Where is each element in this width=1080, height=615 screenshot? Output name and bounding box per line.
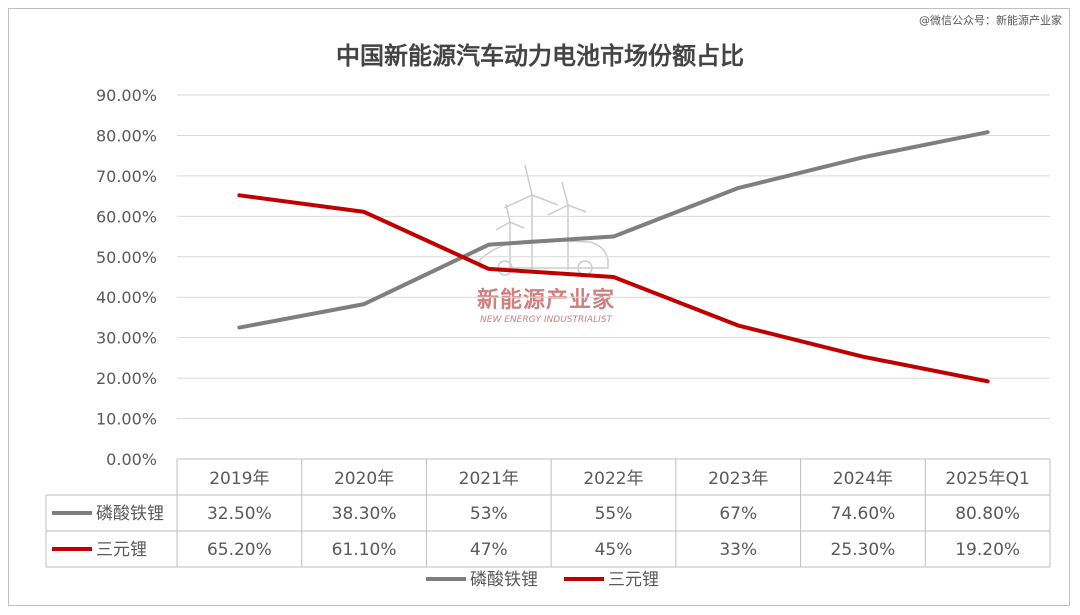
y-tick-label: 60.00% xyxy=(96,207,157,226)
y-tick-label: 90.00% xyxy=(96,86,157,105)
x-category-label: 2019年 xyxy=(209,469,269,489)
chart-title: 中国新能源汽车动力电池市场份额占比 xyxy=(336,42,744,70)
y-tick-label: 80.00% xyxy=(96,126,157,145)
legend-label: 三元锂 xyxy=(608,570,659,590)
data-label: 65.20% xyxy=(207,540,272,560)
x-category-label: 2021年 xyxy=(459,469,519,489)
series-line xyxy=(237,130,990,330)
data-label: 55% xyxy=(595,504,633,524)
data-label: 47% xyxy=(470,540,508,560)
x-category-label: 2020年 xyxy=(334,469,394,489)
y-tick-label: 70.00% xyxy=(96,167,157,186)
data-label: 45% xyxy=(595,540,633,560)
gridlines xyxy=(177,94,1050,420)
y-tick-label: 10.00% xyxy=(96,410,157,429)
series-lines xyxy=(237,130,990,384)
x-category-label: 2025年Q1 xyxy=(945,469,1029,489)
data-label: 25.30% xyxy=(831,540,896,560)
y-tick-label: 20.00% xyxy=(96,369,157,388)
x-category-label: 2024年 xyxy=(833,469,893,489)
legend: 磷酸铁锂 三元锂 xyxy=(426,570,659,590)
credit-text: @微信公众号：新能源产业家 xyxy=(919,14,1062,27)
data-label: 61.10% xyxy=(332,540,397,560)
table-series-name: 三元锂 xyxy=(96,540,147,560)
data-label: 67% xyxy=(719,504,757,524)
legend-label: 磷酸铁锂 xyxy=(470,570,538,590)
data-label: 33% xyxy=(719,540,757,560)
y-tick-label: 50.00% xyxy=(96,248,157,267)
data-table: 2019年 2020年 2021年 2022年 2023年 2024年 2025年Q1 磷酸铁… xyxy=(45,458,1051,568)
x-category-label: 2023年 xyxy=(708,469,768,489)
y-tick-label: 40.00% xyxy=(96,288,157,307)
table-series-name: 磷酸铁锂 xyxy=(96,504,164,524)
x-category-label: 2022年 xyxy=(583,469,643,489)
data-label: 74.60% xyxy=(831,504,896,524)
y-axis-ticks: 0.00% 10.00% 20.00% 30.00% 40.00% 50.00% 60.00… xyxy=(96,86,157,469)
data-label: 32.50% xyxy=(207,504,272,524)
series-line xyxy=(237,193,990,384)
watermark-name-cn: 新能源产业家 xyxy=(476,288,615,313)
data-label: 53% xyxy=(470,504,508,524)
y-tick-label: 30.00% xyxy=(96,329,157,348)
data-label: 80.80% xyxy=(955,504,1020,524)
data-label: 38.30% xyxy=(332,504,397,524)
data-label: 19.20% xyxy=(955,540,1020,560)
watermark-name-en: NEW ENERGY INDUSTRIALIST xyxy=(480,315,612,325)
chart-frame xyxy=(8,8,1070,606)
y-tick-label: 0.00% xyxy=(106,450,157,469)
